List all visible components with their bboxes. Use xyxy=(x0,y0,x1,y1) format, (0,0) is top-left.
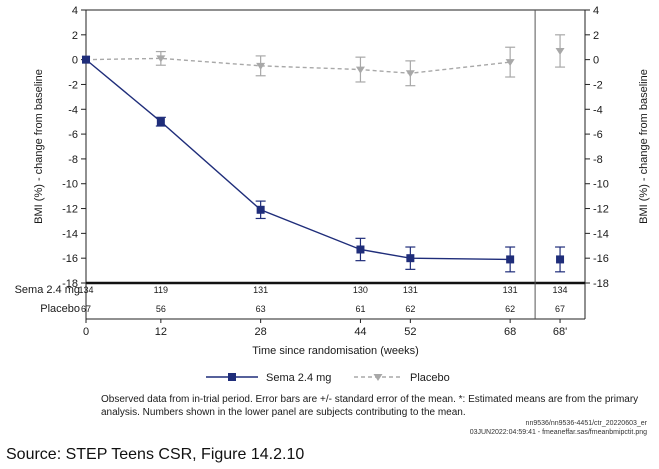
ytick-label-right: -16 xyxy=(593,253,609,265)
ytick-label-right: -4 xyxy=(593,104,603,116)
xtick-label: 68' xyxy=(553,326,567,338)
xtick-label: 68 xyxy=(504,326,516,338)
count-row-label: Sema 2.4 mg xyxy=(15,284,80,296)
ytick-label-left: -4 xyxy=(68,104,78,116)
marker-sema xyxy=(506,255,515,264)
xtick-label: 12 xyxy=(155,326,167,338)
count-value: 131 xyxy=(253,285,268,295)
xtick-label: 52 xyxy=(404,326,416,338)
ytick-label-left: 2 xyxy=(72,30,78,42)
ytick-label-right: -6 xyxy=(593,129,603,141)
ytick-label-left: -8 xyxy=(68,154,78,166)
marker-placebo xyxy=(405,70,415,78)
legend-label-sema: Sema 2.4 mg xyxy=(266,372,331,384)
x-axis-title: Time since randomisation (weeks) xyxy=(252,345,418,357)
marker-sema xyxy=(82,55,90,64)
marker-placebo xyxy=(156,55,166,63)
marker-placebo xyxy=(505,59,515,67)
ytick-label-right: -12 xyxy=(593,204,609,216)
count-value: 134 xyxy=(78,285,93,295)
ytick-label-right: 0 xyxy=(593,55,599,67)
ytick-label-left: 0 xyxy=(72,55,78,67)
count-value: 134 xyxy=(553,285,568,295)
y-axis-title-right: BMI (%) - change from baseline xyxy=(638,69,650,224)
ytick-label-left: -2 xyxy=(68,79,78,91)
meta-info: nn9536/nn9536-4451/ctr_20220603_er 03JUN… xyxy=(470,419,647,437)
ytick-label-left: 4 xyxy=(72,5,78,17)
legend-label-placebo: Placebo xyxy=(410,372,450,384)
xtick-label: 28 xyxy=(255,326,267,338)
ytick-label-left: -14 xyxy=(62,228,78,240)
meta-line-1: nn9536/nn9536-4451/ctr_20220603_er xyxy=(525,420,647,427)
meta-line-2: 03JUN2022:04:59:41 - fmeaneffar.sas/fmea… xyxy=(469,429,647,436)
ytick-label-left: -16 xyxy=(62,253,78,265)
ytick-label-left: -18 xyxy=(62,278,78,290)
count-value: 56 xyxy=(156,304,166,314)
ytick-label-right: -18 xyxy=(593,278,609,290)
marker-sema xyxy=(556,255,565,264)
xtick-label: 0 xyxy=(83,326,89,338)
marker-sema xyxy=(156,117,165,126)
ytick-label-right: -10 xyxy=(593,179,609,191)
marker-placebo xyxy=(355,66,365,74)
ytick-label-right: -2 xyxy=(593,79,603,91)
count-value: 119 xyxy=(154,285,168,295)
series-line-placebo xyxy=(85,57,511,74)
count-value: 62 xyxy=(505,304,515,314)
ytick-label-left: -12 xyxy=(62,204,78,216)
count-value: 63 xyxy=(256,304,266,314)
ytick-label-right: 2 xyxy=(593,30,599,42)
legend-marker-sema xyxy=(228,373,236,381)
series-line-sema xyxy=(85,59,511,261)
marker-placebo xyxy=(256,62,266,70)
ytick-label-right: -8 xyxy=(593,154,603,166)
marker-placebo xyxy=(555,47,565,55)
count-value: 67 xyxy=(81,304,91,314)
marker-sema xyxy=(406,254,415,263)
xtick-label: 44 xyxy=(354,326,366,338)
source-caption: Source: STEP Teens CSR, Figure 14.2.10 xyxy=(6,446,305,463)
marker-sema xyxy=(356,245,365,254)
count-value: 62 xyxy=(405,304,415,314)
legend-marker-placebo xyxy=(373,374,383,381)
count-value: 131 xyxy=(403,285,418,295)
footnote: Observed data from in-trial period. Erro… xyxy=(101,394,639,418)
count-value: 67 xyxy=(555,304,565,314)
count-value: 131 xyxy=(503,285,518,295)
y-axis-title-left: BMI (%) - change from baseline xyxy=(33,69,45,224)
count-value: 130 xyxy=(353,285,368,295)
ytick-label-left: -10 xyxy=(62,179,78,191)
count-row-label: Placebo xyxy=(40,303,80,315)
count-value: 61 xyxy=(355,304,365,314)
ytick-label-right: -14 xyxy=(593,228,609,240)
marker-sema xyxy=(256,205,265,214)
ytick-label-right: 4 xyxy=(593,5,599,17)
ytick-label-left: -6 xyxy=(68,129,78,141)
